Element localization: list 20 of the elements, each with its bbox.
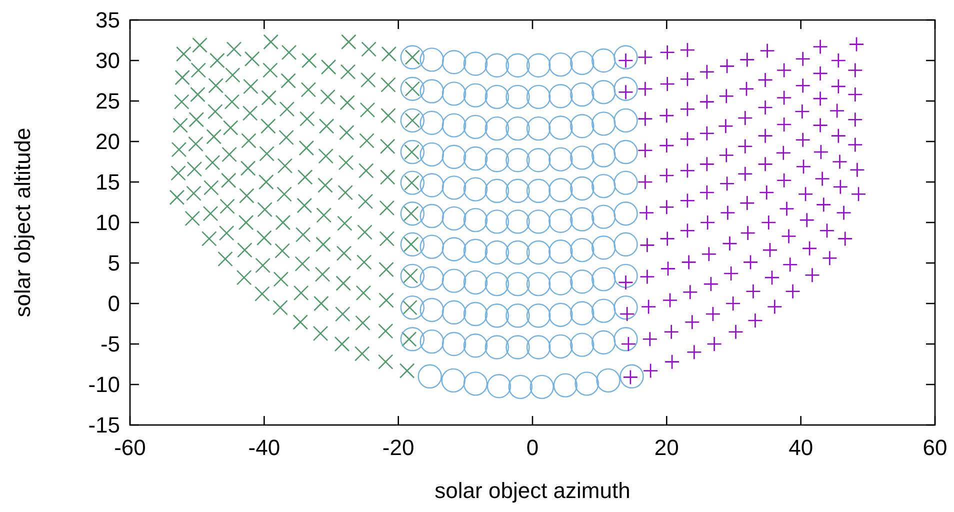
- y-axis-title: solar object altitude: [10, 128, 35, 318]
- x-tick-label: 60: [922, 435, 948, 460]
- x-tick-label: -60: [114, 435, 146, 460]
- x-tick-label: 20: [654, 435, 679, 460]
- x-tick-label: -40: [248, 435, 280, 460]
- y-tick-label: -5: [100, 332, 120, 357]
- y-tick-label: 30: [96, 48, 120, 74]
- y-tick-label: 15: [96, 170, 120, 195]
- y-tick-label: 10: [96, 210, 120, 236]
- x-axis-title: solar object azimuth: [434, 478, 630, 503]
- x-tick-label: 40: [788, 435, 814, 460]
- x-tick-label: 0: [526, 435, 539, 460]
- y-tick-label: 5: [108, 250, 120, 276]
- y-tick-label: -10: [88, 372, 120, 398]
- x-tick-label: -20: [382, 435, 414, 460]
- y-tick-label: 20: [96, 129, 120, 154]
- y-tick-label: 25: [96, 88, 120, 114]
- y-tick-label: 0: [108, 291, 120, 316]
- y-tick-label: -15: [88, 412, 120, 438]
- y-tick-label: 35: [96, 8, 120, 33]
